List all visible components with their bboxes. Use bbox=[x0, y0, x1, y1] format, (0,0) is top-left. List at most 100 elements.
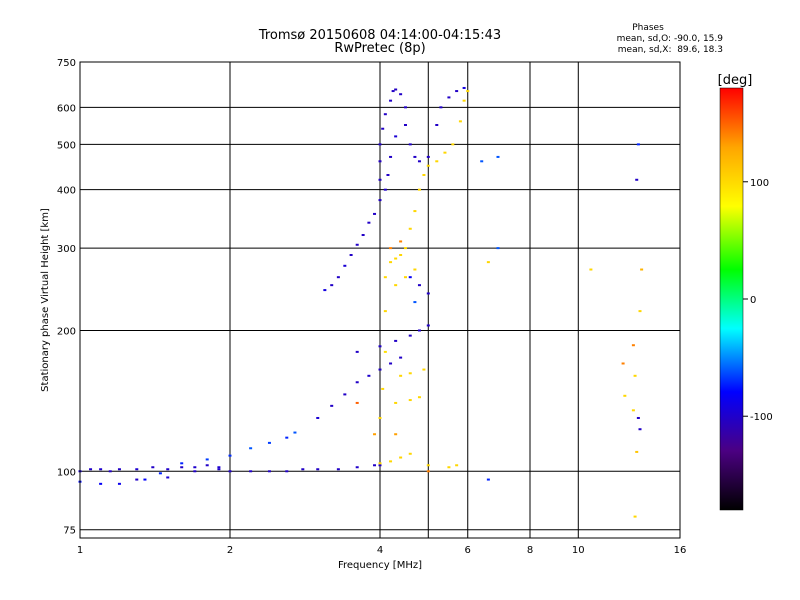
echo-point bbox=[426, 292, 430, 295]
echo-point bbox=[413, 210, 417, 213]
colorbar-gradient bbox=[719, 87, 744, 511]
echo-point bbox=[399, 456, 403, 459]
echo-point bbox=[399, 356, 403, 359]
echo-point bbox=[394, 257, 398, 260]
echo-point bbox=[316, 468, 320, 471]
echo-point bbox=[378, 416, 382, 419]
echo-point bbox=[285, 470, 289, 473]
echo-point bbox=[378, 160, 382, 163]
colorbar-ticks: 100 0 -100 bbox=[743, 178, 773, 423]
y-tick-label: 75 bbox=[63, 526, 76, 537]
echo-point bbox=[426, 164, 430, 167]
echo-point bbox=[389, 460, 393, 463]
echo-point bbox=[435, 123, 439, 126]
echo-point bbox=[355, 381, 359, 384]
echo-point bbox=[447, 466, 451, 469]
echo-point bbox=[336, 276, 340, 279]
echo-point bbox=[355, 350, 359, 353]
echo-point bbox=[285, 436, 289, 439]
echo-point bbox=[496, 247, 500, 250]
echo-point bbox=[323, 289, 327, 292]
echo-point bbox=[99, 468, 103, 471]
echo-point bbox=[394, 401, 398, 404]
plot-frame bbox=[79, 61, 681, 539]
echo-point bbox=[378, 199, 382, 202]
chart-title: Tromsø 20150608 04:14:00-04:15:43 bbox=[258, 28, 501, 43]
echo-point bbox=[631, 344, 635, 347]
plot-area: 1 2 4 6 8 10 16 75 100 200 300 400 500 600 750 bbox=[57, 58, 686, 556]
echo-point bbox=[151, 466, 155, 469]
x-tick-label: 2 bbox=[227, 545, 233, 556]
echo-point bbox=[635, 178, 639, 181]
echo-point bbox=[403, 106, 407, 109]
echo-point bbox=[117, 482, 121, 485]
echo-point bbox=[389, 247, 393, 250]
echo-point bbox=[462, 86, 466, 89]
echo-point bbox=[451, 143, 455, 146]
echo-point bbox=[383, 350, 387, 353]
echo-point bbox=[378, 464, 382, 467]
chart-subtitle: RwPretec (8p) bbox=[334, 41, 425, 56]
echo-point bbox=[399, 93, 403, 96]
echo-point bbox=[135, 478, 139, 481]
echo-point bbox=[355, 401, 359, 404]
echo-point bbox=[389, 155, 393, 158]
echo-point bbox=[293, 431, 297, 434]
echo-point bbox=[399, 240, 403, 243]
echo-point bbox=[426, 155, 430, 158]
echo-point bbox=[389, 261, 393, 264]
echo-point bbox=[383, 310, 387, 313]
echo-point bbox=[193, 470, 197, 473]
echo-point bbox=[330, 404, 334, 407]
echo-point bbox=[180, 462, 184, 465]
echo-point bbox=[378, 345, 382, 348]
phase-mean-o: mean, sd,O: -90.0, 15.9 bbox=[617, 34, 724, 44]
echo-point bbox=[447, 96, 451, 99]
echo-point bbox=[108, 470, 112, 473]
colorbar-label: [deg] bbox=[718, 73, 753, 88]
echo-point bbox=[228, 454, 232, 457]
x-tick-label: 6 bbox=[465, 545, 471, 556]
y-tick-label: 600 bbox=[57, 103, 76, 114]
echo-point bbox=[399, 374, 403, 377]
echo-point bbox=[621, 362, 625, 365]
echo-point bbox=[408, 372, 412, 375]
echo-point bbox=[383, 188, 387, 191]
data-points bbox=[78, 86, 644, 518]
x-tick-label: 10 bbox=[572, 545, 585, 556]
y-tick-label: 200 bbox=[57, 326, 76, 337]
colorbar-tick-label: 100 bbox=[750, 178, 769, 189]
echo-point bbox=[466, 90, 470, 93]
echo-point bbox=[389, 99, 393, 102]
echo-point bbox=[193, 466, 197, 469]
colorbar-tick-label: -100 bbox=[750, 412, 773, 423]
echo-point bbox=[367, 221, 371, 224]
y-tick-label: 400 bbox=[57, 186, 76, 197]
echo-point bbox=[378, 178, 382, 181]
echo-point bbox=[349, 254, 353, 257]
y-tick-labels: 75 100 200 300 400 500 600 750 bbox=[57, 58, 76, 537]
echo-point bbox=[394, 88, 398, 91]
echo-point bbox=[417, 160, 421, 163]
phase-heading: Phases bbox=[632, 23, 664, 33]
y-tick-label: 500 bbox=[57, 140, 76, 151]
echo-point bbox=[343, 393, 347, 396]
echo-point bbox=[205, 464, 209, 467]
echo-point bbox=[166, 468, 170, 471]
echo-point bbox=[636, 143, 640, 146]
y-tick-label: 750 bbox=[57, 58, 76, 69]
echo-point bbox=[636, 416, 640, 419]
echo-point bbox=[417, 396, 421, 399]
echo-point bbox=[408, 227, 412, 230]
echo-point bbox=[439, 106, 443, 109]
echo-point bbox=[343, 264, 347, 267]
echo-point bbox=[394, 433, 398, 436]
grid-lines bbox=[80, 62, 680, 538]
echo-point bbox=[330, 284, 334, 287]
echo-point bbox=[378, 462, 382, 465]
echo-point bbox=[403, 247, 407, 250]
echo-point bbox=[381, 127, 385, 130]
echo-point bbox=[394, 284, 398, 287]
echo-point bbox=[422, 368, 426, 371]
